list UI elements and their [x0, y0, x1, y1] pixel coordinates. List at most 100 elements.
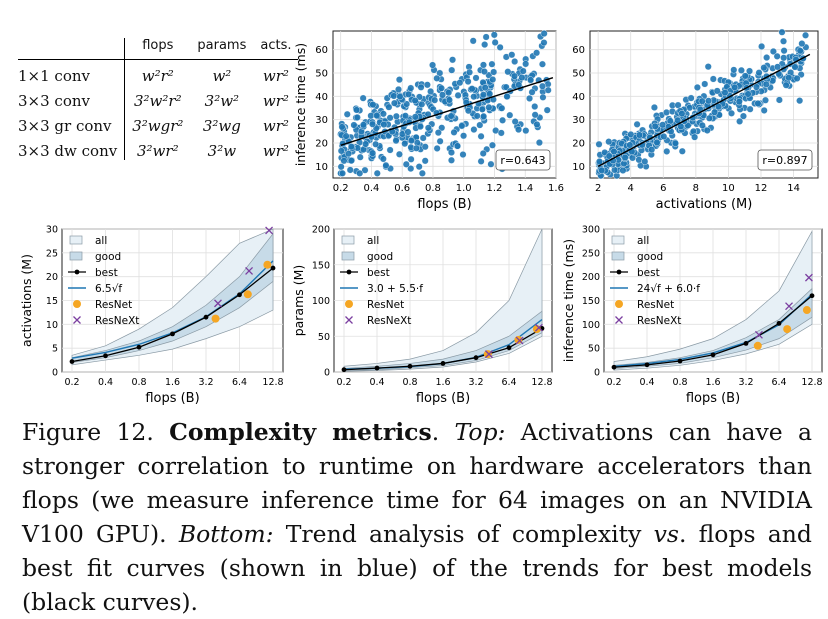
- scatter-point: [595, 140, 603, 148]
- x-tick-label: 3.2: [738, 377, 753, 388]
- scatter-point: [780, 47, 788, 55]
- best-point: [270, 265, 276, 271]
- legend-label: good: [95, 251, 121, 263]
- scatter-point: [709, 75, 717, 83]
- scatter-point: [479, 61, 487, 69]
- scatter-point: [423, 81, 431, 89]
- scatter-point: [342, 132, 350, 140]
- x-tick-label: 0.4: [369, 377, 384, 388]
- table-cell-params: 3²w: [207, 142, 237, 160]
- table-row: 3×3 conv 3²w²r² 3²w² wr²: [18, 85, 298, 110]
- scatter-point: [522, 60, 530, 68]
- legend-swatch-best-dot: [74, 269, 80, 275]
- scatter-point: [395, 76, 403, 84]
- scatter-point: [404, 128, 412, 136]
- scatter-point: [793, 74, 801, 82]
- x-tick-label: 0.8: [425, 183, 441, 194]
- caption-label: Figure 12.: [22, 418, 154, 446]
- y-tick-label: 15: [46, 296, 58, 307]
- scatter-point: [407, 165, 415, 173]
- scatter-point: [487, 160, 495, 168]
- scatter-point: [390, 99, 398, 107]
- y-tick-label: 40: [572, 92, 585, 103]
- scatter-point: [511, 118, 519, 126]
- y-tick-label: 30: [315, 115, 328, 126]
- legend-label: best: [637, 267, 660, 279]
- scatter-point: [470, 93, 478, 101]
- scatter-point: [427, 87, 435, 95]
- scatter-point: [627, 130, 635, 138]
- legend-label: ResNeXt: [95, 315, 139, 327]
- best-point: [506, 345, 512, 351]
- y-tick-label: 50: [572, 69, 585, 80]
- scatter-point: [436, 137, 444, 145]
- y-tick-label: 20: [572, 139, 585, 150]
- complexity-table-region: flops params acts. 1×1 conv w²r² w² wr² …: [18, 38, 299, 178]
- scatter-point: [527, 76, 535, 84]
- scatter-point: [369, 149, 377, 157]
- legend-swatch-resnext: [73, 316, 81, 324]
- table-cell-flops: 3²wgr²: [132, 117, 184, 135]
- best-point: [611, 364, 617, 370]
- scatter-point: [511, 72, 519, 80]
- legend-label: 24√f + 6.0·f: [637, 283, 700, 295]
- table-cell-flops: 3²w²r²: [134, 92, 182, 110]
- scatter-point: [691, 133, 699, 141]
- scatter-point: [701, 80, 709, 88]
- scatter-point: [356, 169, 364, 177]
- scatter-point: [648, 146, 656, 154]
- legend-swatch-all: [611, 235, 625, 245]
- scatter-point: [626, 141, 634, 149]
- scatter-point: [401, 112, 409, 120]
- y-tick-label: 60: [572, 45, 585, 56]
- y-axis-label: inference time (ms): [293, 43, 308, 166]
- scatter-point: [386, 146, 394, 154]
- y-tick-label: 0: [594, 368, 600, 379]
- scatter-point: [610, 148, 618, 156]
- table-cell-acts: wr²: [262, 142, 289, 160]
- scatter-point: [515, 126, 523, 134]
- scatter-point: [802, 31, 810, 39]
- scatter-point: [760, 64, 768, 72]
- scatter-point: [598, 166, 606, 174]
- x-tick-label: 0.8: [672, 377, 687, 388]
- scatter-point: [746, 67, 754, 75]
- resnext-point: [265, 226, 274, 235]
- scatter-point: [480, 112, 488, 120]
- scatter-point: [635, 156, 643, 164]
- best-point: [776, 320, 782, 326]
- legend-label: ResNet: [367, 299, 404, 311]
- scatter-point: [368, 120, 376, 128]
- legend-swatch-good: [69, 251, 83, 261]
- y-tick-label: 10: [46, 320, 58, 331]
- scatter-point: [705, 97, 713, 105]
- scatter-point: [369, 101, 377, 109]
- best-point: [69, 359, 75, 364]
- scatter-point: [713, 87, 721, 95]
- x-tick-label: 8: [693, 183, 699, 194]
- scatter-point: [415, 163, 423, 171]
- y-tick-label: 30: [46, 225, 58, 236]
- table-cell-acts: wr²: [262, 117, 289, 135]
- scatter-point: [763, 54, 771, 62]
- scatter-point: [353, 113, 361, 121]
- scatter-point: [791, 63, 799, 71]
- legend-label: ResNet: [637, 299, 674, 311]
- scatter-point: [345, 150, 353, 158]
- best-point: [136, 344, 142, 350]
- scatter-point: [531, 111, 539, 119]
- scatter-point: [347, 143, 355, 151]
- scatter-point: [769, 47, 777, 55]
- legend-label: good: [637, 251, 663, 263]
- scatter-point: [419, 134, 427, 142]
- x-tick-label: 0.8: [131, 377, 146, 388]
- scatter-point: [533, 120, 541, 128]
- scatter-point: [660, 132, 668, 140]
- scatter-point: [340, 157, 348, 165]
- scatter-point: [635, 131, 643, 139]
- scatter-point: [477, 132, 485, 140]
- scatter-point: [758, 42, 766, 50]
- scatter-point: [798, 40, 806, 48]
- scatter-point: [504, 68, 512, 76]
- scatter-point: [687, 94, 695, 102]
